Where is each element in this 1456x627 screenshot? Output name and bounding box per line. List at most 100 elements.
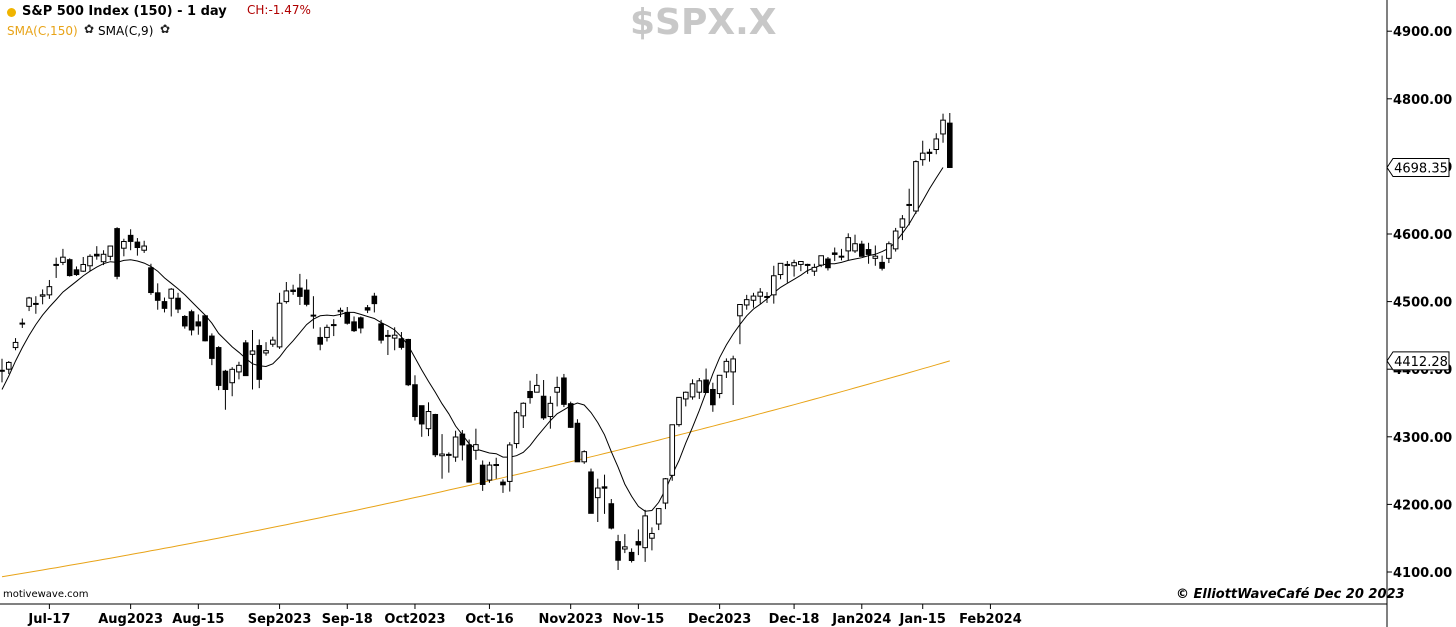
candle [12, 338, 19, 351]
candle-body [615, 541, 621, 561]
y-tick-label: 4300.00 [1393, 431, 1452, 446]
candle-body [385, 334, 391, 337]
sma150-settings-gear-icon[interactable]: ✿ [84, 22, 95, 36]
candle-body [0, 369, 5, 372]
candle-body [26, 297, 32, 307]
candle-body [716, 374, 723, 395]
candle [93, 246, 100, 260]
x-tick-label: Jan2024 [831, 612, 891, 627]
candle-body [777, 262, 784, 276]
candle-body [696, 380, 703, 393]
candle-body [459, 433, 466, 446]
candle [527, 380, 533, 404]
x-tick-label: Feb2024 [959, 612, 1022, 627]
candle-body [852, 243, 858, 252]
candle [378, 319, 384, 344]
candle-body [114, 228, 120, 277]
candle-body [567, 403, 574, 428]
candle [831, 247, 838, 262]
candle-body [865, 249, 872, 255]
candle-body [730, 358, 736, 373]
candle-body [19, 322, 26, 325]
candle [716, 374, 723, 399]
x-tick-label: Aug2023 [98, 612, 163, 627]
candle-body [791, 262, 797, 267]
candle [798, 261, 804, 272]
candle [270, 336, 276, 347]
candle [324, 324, 330, 342]
candle [337, 307, 344, 318]
candle [459, 430, 466, 461]
candle-body [337, 309, 344, 313]
candle [121, 238, 127, 257]
x-tick-label: Dec-18 [769, 612, 820, 627]
candle [655, 508, 662, 531]
candle [5, 361, 12, 374]
candle-body [425, 411, 432, 430]
x-tick-label: Sep2023 [248, 612, 312, 627]
candle-body [358, 317, 364, 329]
candle [906, 188, 912, 226]
candle [540, 380, 547, 420]
candle [188, 309, 195, 336]
sma9-settings-gear-icon[interactable]: ✿ [160, 22, 171, 36]
candle-body [134, 241, 141, 249]
sma9-legend[interactable]: SMA(C,9) [98, 24, 154, 38]
candle [757, 288, 764, 304]
x-tick-label: Aug-15 [172, 612, 224, 627]
candle [493, 457, 500, 479]
candle [209, 333, 215, 366]
candle-body [73, 269, 80, 276]
candle [919, 140, 926, 166]
last-value-labels: 4698.35 4412.28 [1386, 158, 1450, 371]
candle-body [53, 263, 59, 266]
candle-body [838, 255, 845, 258]
sma150-legend[interactable]: SMA(C,150) [7, 24, 78, 38]
candle [364, 304, 371, 314]
candle-body [703, 379, 709, 394]
candle-body [669, 424, 676, 476]
candle-body [418, 405, 425, 425]
candle-body [107, 245, 114, 257]
candle [344, 307, 351, 325]
candle [66, 258, 73, 277]
candle [581, 450, 588, 464]
candle [682, 391, 689, 407]
candle-body [80, 263, 87, 272]
candle-body [831, 252, 838, 255]
candle [161, 297, 168, 313]
candle [615, 534, 621, 570]
candle [432, 413, 439, 458]
candle [154, 283, 161, 310]
candle [303, 279, 310, 307]
candle-body [310, 314, 317, 317]
candle [80, 256, 87, 272]
candle [236, 361, 242, 380]
candle [33, 296, 39, 314]
candle-body [574, 422, 581, 463]
candle-body [181, 315, 188, 327]
candle [852, 234, 858, 253]
candle-body [161, 301, 168, 309]
candle-body [947, 122, 953, 168]
x-tick-label: Oct2023 [384, 612, 445, 627]
candle-body [770, 275, 777, 296]
x-tick-label: Sep-18 [322, 612, 373, 627]
sma150-line [1, 360, 950, 578]
candle-body [872, 255, 879, 259]
candle [330, 319, 337, 337]
candle-body [344, 311, 351, 324]
candle [770, 265, 777, 304]
candle-body [405, 338, 411, 386]
candle-body [209, 335, 215, 359]
candle [283, 281, 290, 304]
candle-body [249, 350, 256, 355]
candle-body [100, 253, 107, 263]
candle [588, 468, 594, 514]
candle-body [858, 243, 865, 257]
candle-body [486, 464, 493, 481]
candle-body [933, 138, 940, 151]
candle-body [351, 321, 357, 332]
candle [229, 367, 235, 397]
